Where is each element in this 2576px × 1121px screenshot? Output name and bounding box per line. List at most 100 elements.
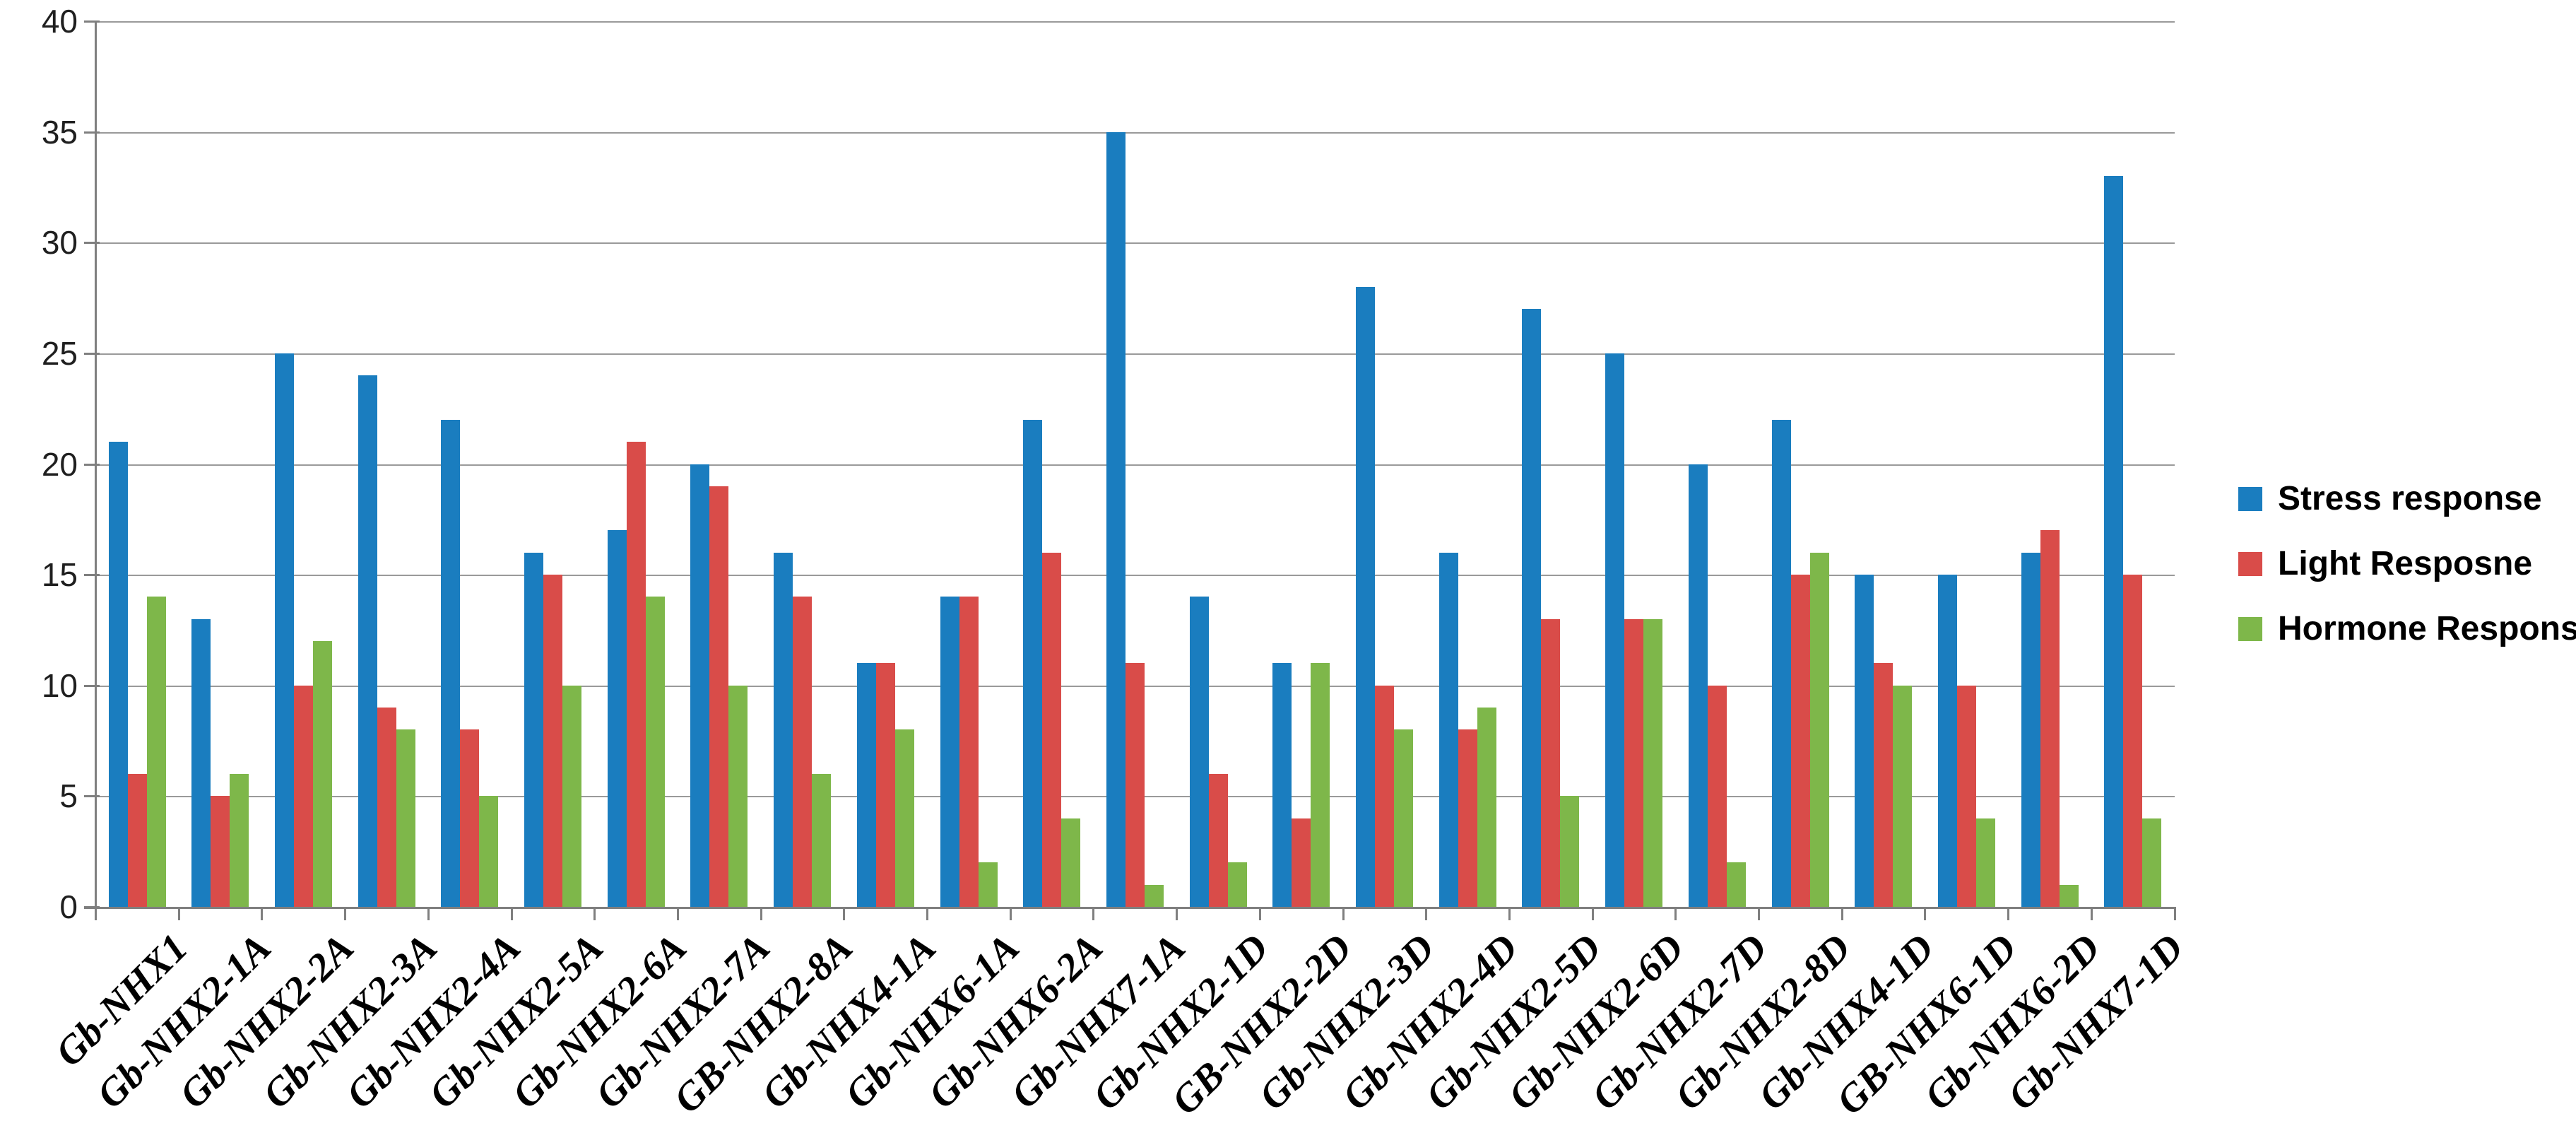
legend-label: Hormone Response	[2278, 610, 2576, 647]
bar	[191, 618, 211, 907]
x-axis-tick	[1591, 907, 1594, 920]
bar	[894, 729, 914, 907]
bar	[1208, 774, 1228, 907]
y-axis-tick	[84, 131, 100, 134]
bar	[274, 353, 294, 907]
x-axis-tick	[1342, 907, 1345, 920]
y-axis-tick	[84, 463, 100, 466]
x-axis-tick	[593, 907, 596, 920]
bar	[875, 663, 895, 907]
y-axis-tick	[84, 574, 100, 577]
bar	[1893, 685, 1913, 907]
bar	[230, 774, 249, 907]
bar	[1688, 464, 1708, 907]
bar	[1874, 663, 1893, 907]
bar	[709, 486, 729, 907]
x-axis-line	[84, 907, 2175, 909]
bar	[1023, 419, 1043, 907]
bar	[2104, 176, 2124, 907]
legend-label: Stress response	[2278, 480, 2542, 517]
legend-item: Hormone Response	[2238, 612, 2576, 646]
x-axis-tick	[1758, 907, 1760, 920]
bar	[2021, 552, 2040, 907]
legend-swatch-icon	[2238, 487, 2262, 511]
bar	[1061, 818, 1081, 907]
bar	[1189, 597, 1209, 907]
bar	[1937, 575, 1957, 907]
x-axis-tick	[843, 907, 846, 920]
bar	[1790, 575, 1810, 907]
y-axis-tick-label: 35	[41, 113, 78, 151]
bar	[2142, 818, 2162, 907]
gridline-15	[95, 575, 2175, 577]
x-axis-tick	[2007, 907, 2010, 920]
bar	[1522, 309, 1542, 907]
bar	[211, 796, 230, 907]
bar	[460, 729, 480, 907]
bar	[774, 552, 793, 907]
bar	[1458, 729, 1477, 907]
x-axis-tick	[1508, 907, 1511, 920]
x-axis-tick	[2090, 907, 2093, 920]
gridline-35	[95, 131, 2175, 134]
x-axis-tick	[1841, 907, 1843, 920]
bar	[607, 530, 627, 907]
bar	[312, 641, 332, 907]
bar	[1643, 618, 1663, 907]
x-axis-tick	[427, 907, 430, 920]
x-axis-tick	[510, 907, 513, 920]
x-axis-tick	[1176, 907, 1178, 920]
bar	[793, 597, 813, 907]
bar	[1125, 663, 1145, 907]
x-axis-tick	[676, 907, 679, 920]
bar	[1438, 552, 1458, 907]
y-axis-tick-label: 20	[41, 445, 78, 483]
legend-item: Light Resposne	[2238, 547, 2576, 581]
y-axis-tick-label: 10	[41, 667, 78, 704]
bar	[1311, 663, 1330, 907]
bar	[1560, 796, 1580, 907]
x-axis-tick	[344, 907, 347, 920]
legend-label: Light Resposne	[2278, 545, 2533, 582]
bar	[728, 685, 748, 907]
x-axis-tick	[1009, 907, 1012, 920]
legend-swatch-icon	[2238, 552, 2262, 576]
x-axis-tick	[261, 907, 264, 920]
bar	[1707, 685, 1727, 907]
y-axis-tick	[84, 20, 100, 23]
x-axis-tick	[2173, 907, 2176, 920]
y-axis-tick-label: 15	[41, 556, 78, 594]
bar	[1272, 663, 1292, 907]
y-axis-tick	[84, 684, 100, 687]
gridline-40	[95, 21, 2175, 23]
bar	[127, 774, 147, 907]
x-axis-tick	[1258, 907, 1261, 920]
bar	[959, 597, 979, 907]
gridline-20	[95, 464, 2175, 466]
bar	[812, 774, 832, 907]
bar	[1042, 552, 1062, 907]
bar	[1227, 862, 1247, 907]
bar	[377, 708, 396, 907]
bar	[626, 442, 646, 907]
bar	[1375, 685, 1394, 907]
bar	[1144, 884, 1164, 907]
bar	[146, 597, 166, 907]
x-axis-tick	[1674, 907, 1677, 920]
y-axis-tick-label: 40	[41, 3, 78, 40]
y-axis-tick	[84, 795, 100, 798]
bar	[108, 442, 128, 907]
y-axis-tick-label: 30	[41, 224, 78, 262]
bar	[690, 464, 710, 907]
x-axis-tick	[1425, 907, 1428, 920]
bar	[1394, 729, 1413, 907]
bar	[1956, 685, 1976, 907]
bar	[1726, 862, 1746, 907]
bar	[1605, 353, 1625, 907]
bar	[1624, 618, 1644, 907]
bar	[358, 375, 377, 907]
bar	[856, 663, 876, 907]
bar	[543, 575, 562, 907]
bar	[1356, 286, 1375, 907]
